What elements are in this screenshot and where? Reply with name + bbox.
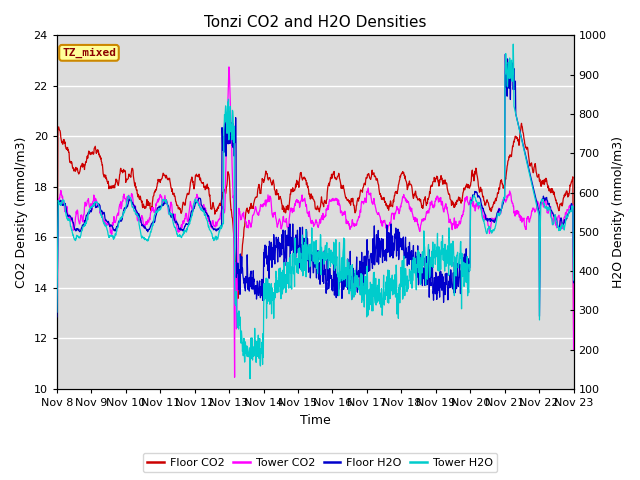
Y-axis label: H2O Density (mmol/m3): H2O Density (mmol/m3) xyxy=(612,136,625,288)
Text: TZ_mixed: TZ_mixed xyxy=(62,48,116,58)
Legend: Floor CO2, Tower CO2, Floor H2O, Tower H2O: Floor CO2, Tower CO2, Floor H2O, Tower H… xyxy=(143,453,497,472)
Title: Tonzi CO2 and H2O Densities: Tonzi CO2 and H2O Densities xyxy=(204,15,426,30)
X-axis label: Time: Time xyxy=(300,414,331,427)
Y-axis label: CO2 Density (mmol/m3): CO2 Density (mmol/m3) xyxy=(15,136,28,288)
